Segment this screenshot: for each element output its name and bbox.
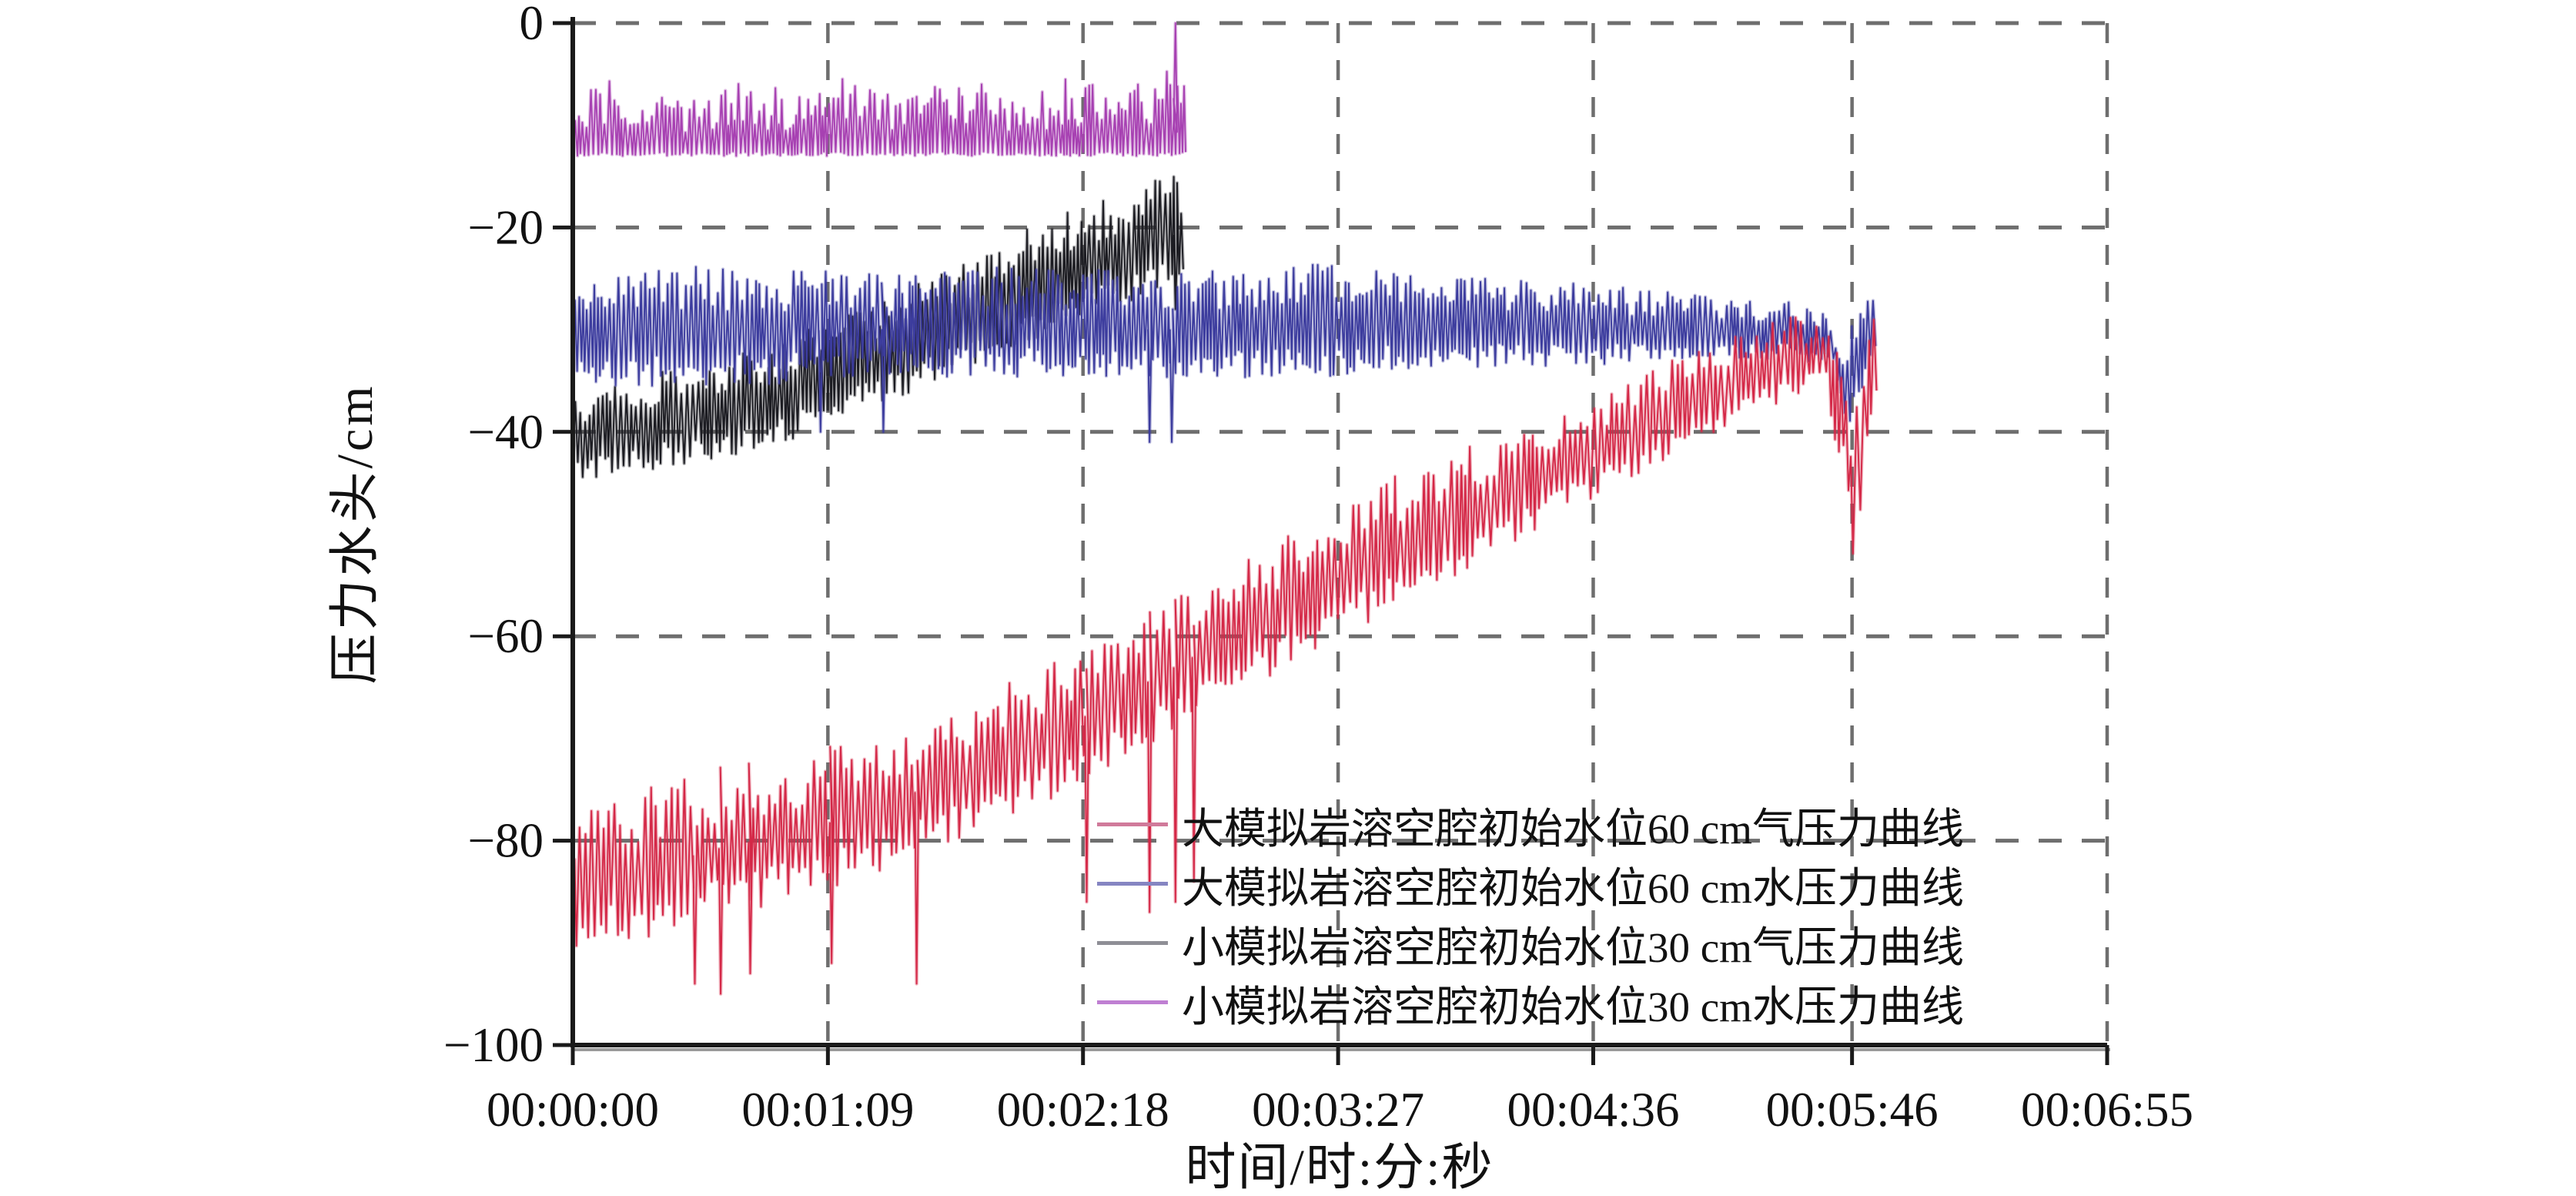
y-tick-label: −40 [467, 405, 544, 459]
series-path-3 [572, 22, 1186, 157]
y-tick-label: −60 [467, 609, 544, 663]
series-path-0 [572, 317, 1878, 995]
legend-item-small-air: 小模拟岩溶空腔初始水位30 cm气压力曲线 [1097, 913, 1964, 973]
legend-swatch-small-air [1097, 941, 1168, 945]
legend-item-big-water: 大模拟岩溶空腔初始水位60 cm水压力曲线 [1097, 854, 1964, 913]
y-axis-title: 压力水头/cm [327, 383, 383, 685]
legend: 大模拟岩溶空腔初始水位60 cm气压力曲线 大模拟岩溶空腔初始水位60 cm水压… [1097, 795, 1964, 1032]
legend-label-big-air: 大模拟岩溶空腔初始水位60 cm气压力曲线 [1182, 805, 1964, 853]
legend-label-small-water: 小模拟岩溶空腔初始水位30 cm水压力曲线 [1182, 983, 1964, 1030]
series-path-2 [572, 176, 1184, 478]
x-tick-label: 00:01:09 [741, 1083, 914, 1137]
x-tick-label: 00:03:27 [1252, 1083, 1424, 1137]
x-tick-label: 00:02:18 [997, 1083, 1169, 1137]
legend-item-small-water: 小模拟岩溶空腔初始水位30 cm水压力曲线 [1097, 973, 1964, 1032]
x-tick-label: 00:00:00 [487, 1083, 659, 1137]
legend-item-big-air: 大模拟岩溶空腔初始水位60 cm气压力曲线 [1097, 795, 1964, 854]
x-tick-label: 00:06:55 [2021, 1083, 2193, 1137]
legend-swatch-small-water [1097, 1000, 1168, 1004]
legend-label-small-air: 小模拟岩溶空腔初始水位30 cm气压力曲线 [1182, 923, 1964, 971]
legend-swatch-big-water [1097, 882, 1168, 886]
x-axis-title: 时间/时:分:秒 [1185, 1140, 1494, 1196]
x-tick-label: 00:05:46 [1766, 1083, 1939, 1137]
legend-label-big-water: 大模拟岩溶空腔初始水位60 cm水压力曲线 [1182, 864, 1964, 912]
series-path-1 [572, 263, 1877, 444]
y-tick-label: −80 [467, 814, 544, 868]
y-tick-label: −20 [467, 200, 544, 254]
legend-swatch-big-air [1097, 822, 1168, 826]
y-tick-label: 0 [520, 0, 544, 50]
y-tick-label: −100 [443, 1018, 544, 1072]
x-tick-label: 00:04:36 [1507, 1083, 1679, 1137]
